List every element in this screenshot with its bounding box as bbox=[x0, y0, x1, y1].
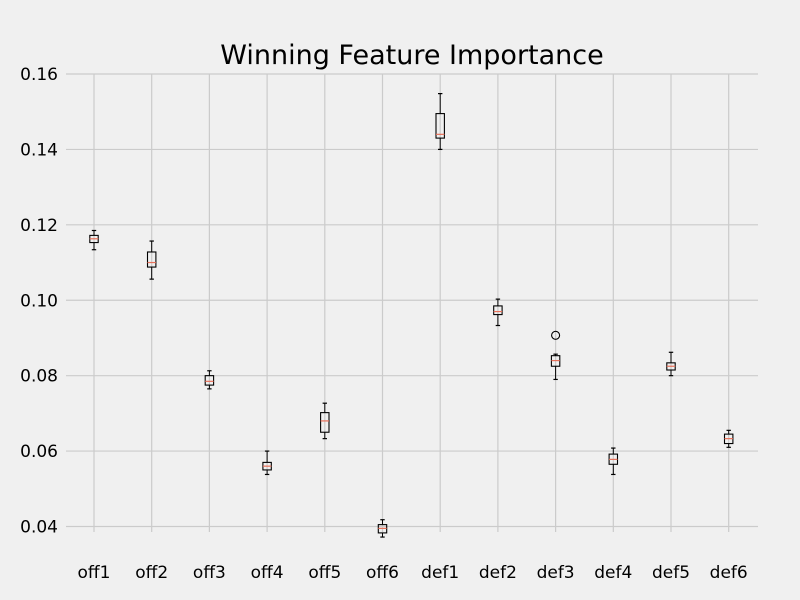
grid-layer bbox=[66, 73, 758, 532]
iqr-box bbox=[320, 412, 330, 433]
y-tick-label: 0.16 bbox=[20, 65, 58, 85]
box-off2 bbox=[146, 240, 157, 280]
box-def3 bbox=[550, 330, 561, 381]
y-tick-label: 0.14 bbox=[20, 140, 58, 160]
iqr-box bbox=[204, 375, 215, 386]
box-def6 bbox=[723, 429, 734, 448]
x-tick-label: off5 bbox=[308, 563, 341, 583]
iqr-box bbox=[435, 113, 445, 139]
chart-title: Winning Feature Importance bbox=[220, 40, 604, 71]
x-tick-label: off1 bbox=[78, 563, 111, 583]
box-def5 bbox=[666, 351, 676, 377]
box-off1 bbox=[89, 229, 99, 251]
x-tick-label: off4 bbox=[251, 563, 284, 583]
box-plots bbox=[89, 93, 734, 538]
x-tick-label: off3 bbox=[193, 563, 226, 583]
x-tick-label: def6 bbox=[710, 563, 748, 583]
box-off4 bbox=[262, 450, 272, 476]
x-tick-label: off2 bbox=[135, 563, 168, 583]
x-tick-label: def4 bbox=[594, 563, 632, 583]
outlier-point bbox=[551, 330, 561, 340]
iqr-box bbox=[146, 251, 157, 268]
x-tick-label: def3 bbox=[537, 563, 575, 583]
y-tick-label: 0.12 bbox=[20, 216, 58, 236]
y-tick-label: 0.08 bbox=[20, 367, 58, 387]
box-def2 bbox=[493, 298, 503, 327]
iqr-box bbox=[493, 305, 503, 316]
y-tick-label: 0.04 bbox=[20, 518, 58, 538]
y-tick-label: 0.06 bbox=[20, 442, 58, 462]
x-tick-label: def1 bbox=[421, 563, 459, 583]
box-off3 bbox=[204, 370, 215, 390]
x-tick-label: def2 bbox=[479, 563, 517, 583]
box-off5 bbox=[320, 402, 330, 440]
box-off6 bbox=[377, 519, 388, 538]
y-tick-labels: 0.04 0.06 0.08 0.10 0.12 0.14 0.16 bbox=[20, 65, 58, 538]
x-tick-labels: off1 off2 off3 off4 off5 off6 def1 def2 def3 def4… bbox=[78, 563, 748, 583]
x-tick-label: off6 bbox=[366, 563, 399, 583]
y-tick-label: 0.10 bbox=[20, 291, 58, 311]
x-tick-label: def5 bbox=[652, 563, 690, 583]
box-def4 bbox=[608, 447, 619, 476]
box-def1 bbox=[435, 93, 445, 151]
